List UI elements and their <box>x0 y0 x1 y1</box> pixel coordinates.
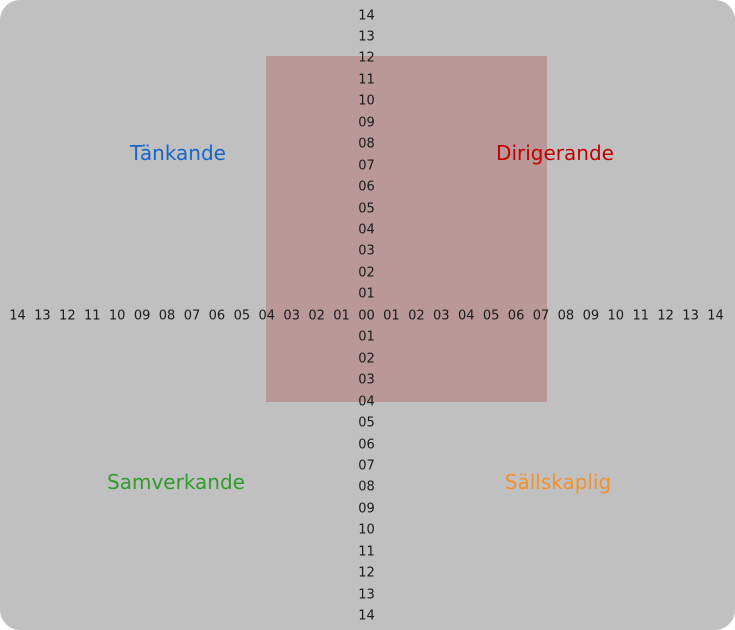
axis-tick-label: 06 <box>358 179 375 195</box>
axis-tick-label: 01 <box>333 308 350 323</box>
axis-tick-label: 09 <box>358 501 375 517</box>
axis-tick-label: 04 <box>258 308 276 323</box>
axis-tick-label: 12 <box>358 50 375 66</box>
axis-tick-label: 08 <box>358 479 375 495</box>
axis-tick-label: 12 <box>59 308 76 323</box>
axis-tick-label: 07 <box>358 458 375 474</box>
axis-tick-label: 13 <box>358 587 375 603</box>
axis-tick-label: 05 <box>358 201 375 217</box>
axis-tick-label: 11 <box>632 308 649 323</box>
axis-tick-label: 11 <box>83 308 101 323</box>
axis-tick-label: 05 <box>233 308 251 323</box>
axis-tick-label: 03 <box>358 372 375 388</box>
axis-tick-label: 14 <box>358 8 375 23</box>
axis-tick-label: 05 <box>482 308 500 323</box>
axis-tick-label: 06 <box>507 308 525 323</box>
quadrant-label-dirigerande: Dirigerande <box>496 141 614 165</box>
axis-tick-label: 14 <box>9 308 26 323</box>
axis-tick-label: 07 <box>532 308 550 323</box>
axis-tick-label: 10 <box>108 308 126 323</box>
axis-tick-label: 06 <box>358 437 375 452</box>
axis-tick-label: 04 <box>457 308 475 323</box>
axis-tick-label: 02 <box>358 265 375 281</box>
axis-tick-label: 02 <box>358 351 375 367</box>
axis-tick-label: 14 <box>358 608 375 624</box>
axis-tick-label: 09 <box>582 308 600 323</box>
axis-tick-label: 13 <box>682 308 699 323</box>
axis-tick-label: 02 <box>308 308 325 323</box>
axis-tick-label: 07 <box>183 308 201 323</box>
axis-tick-label: 10 <box>607 308 625 323</box>
axis-tick-label: 14 <box>707 308 724 323</box>
axis-tick-label: 11 <box>358 544 375 560</box>
axis-tick-label: 07 <box>358 158 375 174</box>
quadrant-label-samverkande: Samverkande <box>107 470 245 494</box>
axis-tick-label: 03 <box>283 308 300 323</box>
quadrant-label-sallskaplig: Sällskaplig <box>504 470 612 494</box>
axis-tick-label: 10 <box>358 522 375 538</box>
quadrant-label-tankande: Tänkande <box>130 141 226 165</box>
profile-range-overlay <box>266 56 547 402</box>
axis-tick-label: 10 <box>358 93 375 109</box>
axis-tick-label: 03 <box>433 308 450 323</box>
axis-tick-label: 03 <box>358 243 375 259</box>
axis-tick-label: 01 <box>383 308 400 323</box>
axis-tick-label: 02 <box>408 308 425 323</box>
axis-tick-label: 13 <box>34 308 51 323</box>
axis-tick-label: 08 <box>158 308 176 323</box>
axis-tick-label: 06 <box>208 308 226 323</box>
axis-tick-label: 01 <box>358 329 375 345</box>
axis-tick-label: 01 <box>358 286 375 302</box>
axis-tick-label: 09 <box>133 308 151 323</box>
axis-tick-label: 13 <box>358 29 375 45</box>
axis-tick-label: 00 <box>358 308 375 324</box>
axis-tick-label: 12 <box>657 308 674 323</box>
axis-tick-label: 12 <box>358 565 375 581</box>
axis-tick-label: 11 <box>358 72 375 88</box>
axis-tick-label: 08 <box>358 136 375 152</box>
axis-tick-label: 05 <box>358 415 375 431</box>
axis-tick-label: 08 <box>557 308 575 323</box>
axis-tick-label: 04 <box>358 394 375 410</box>
axis-tick-label: 04 <box>358 222 375 238</box>
axis-tick-label: 09 <box>358 115 375 131</box>
